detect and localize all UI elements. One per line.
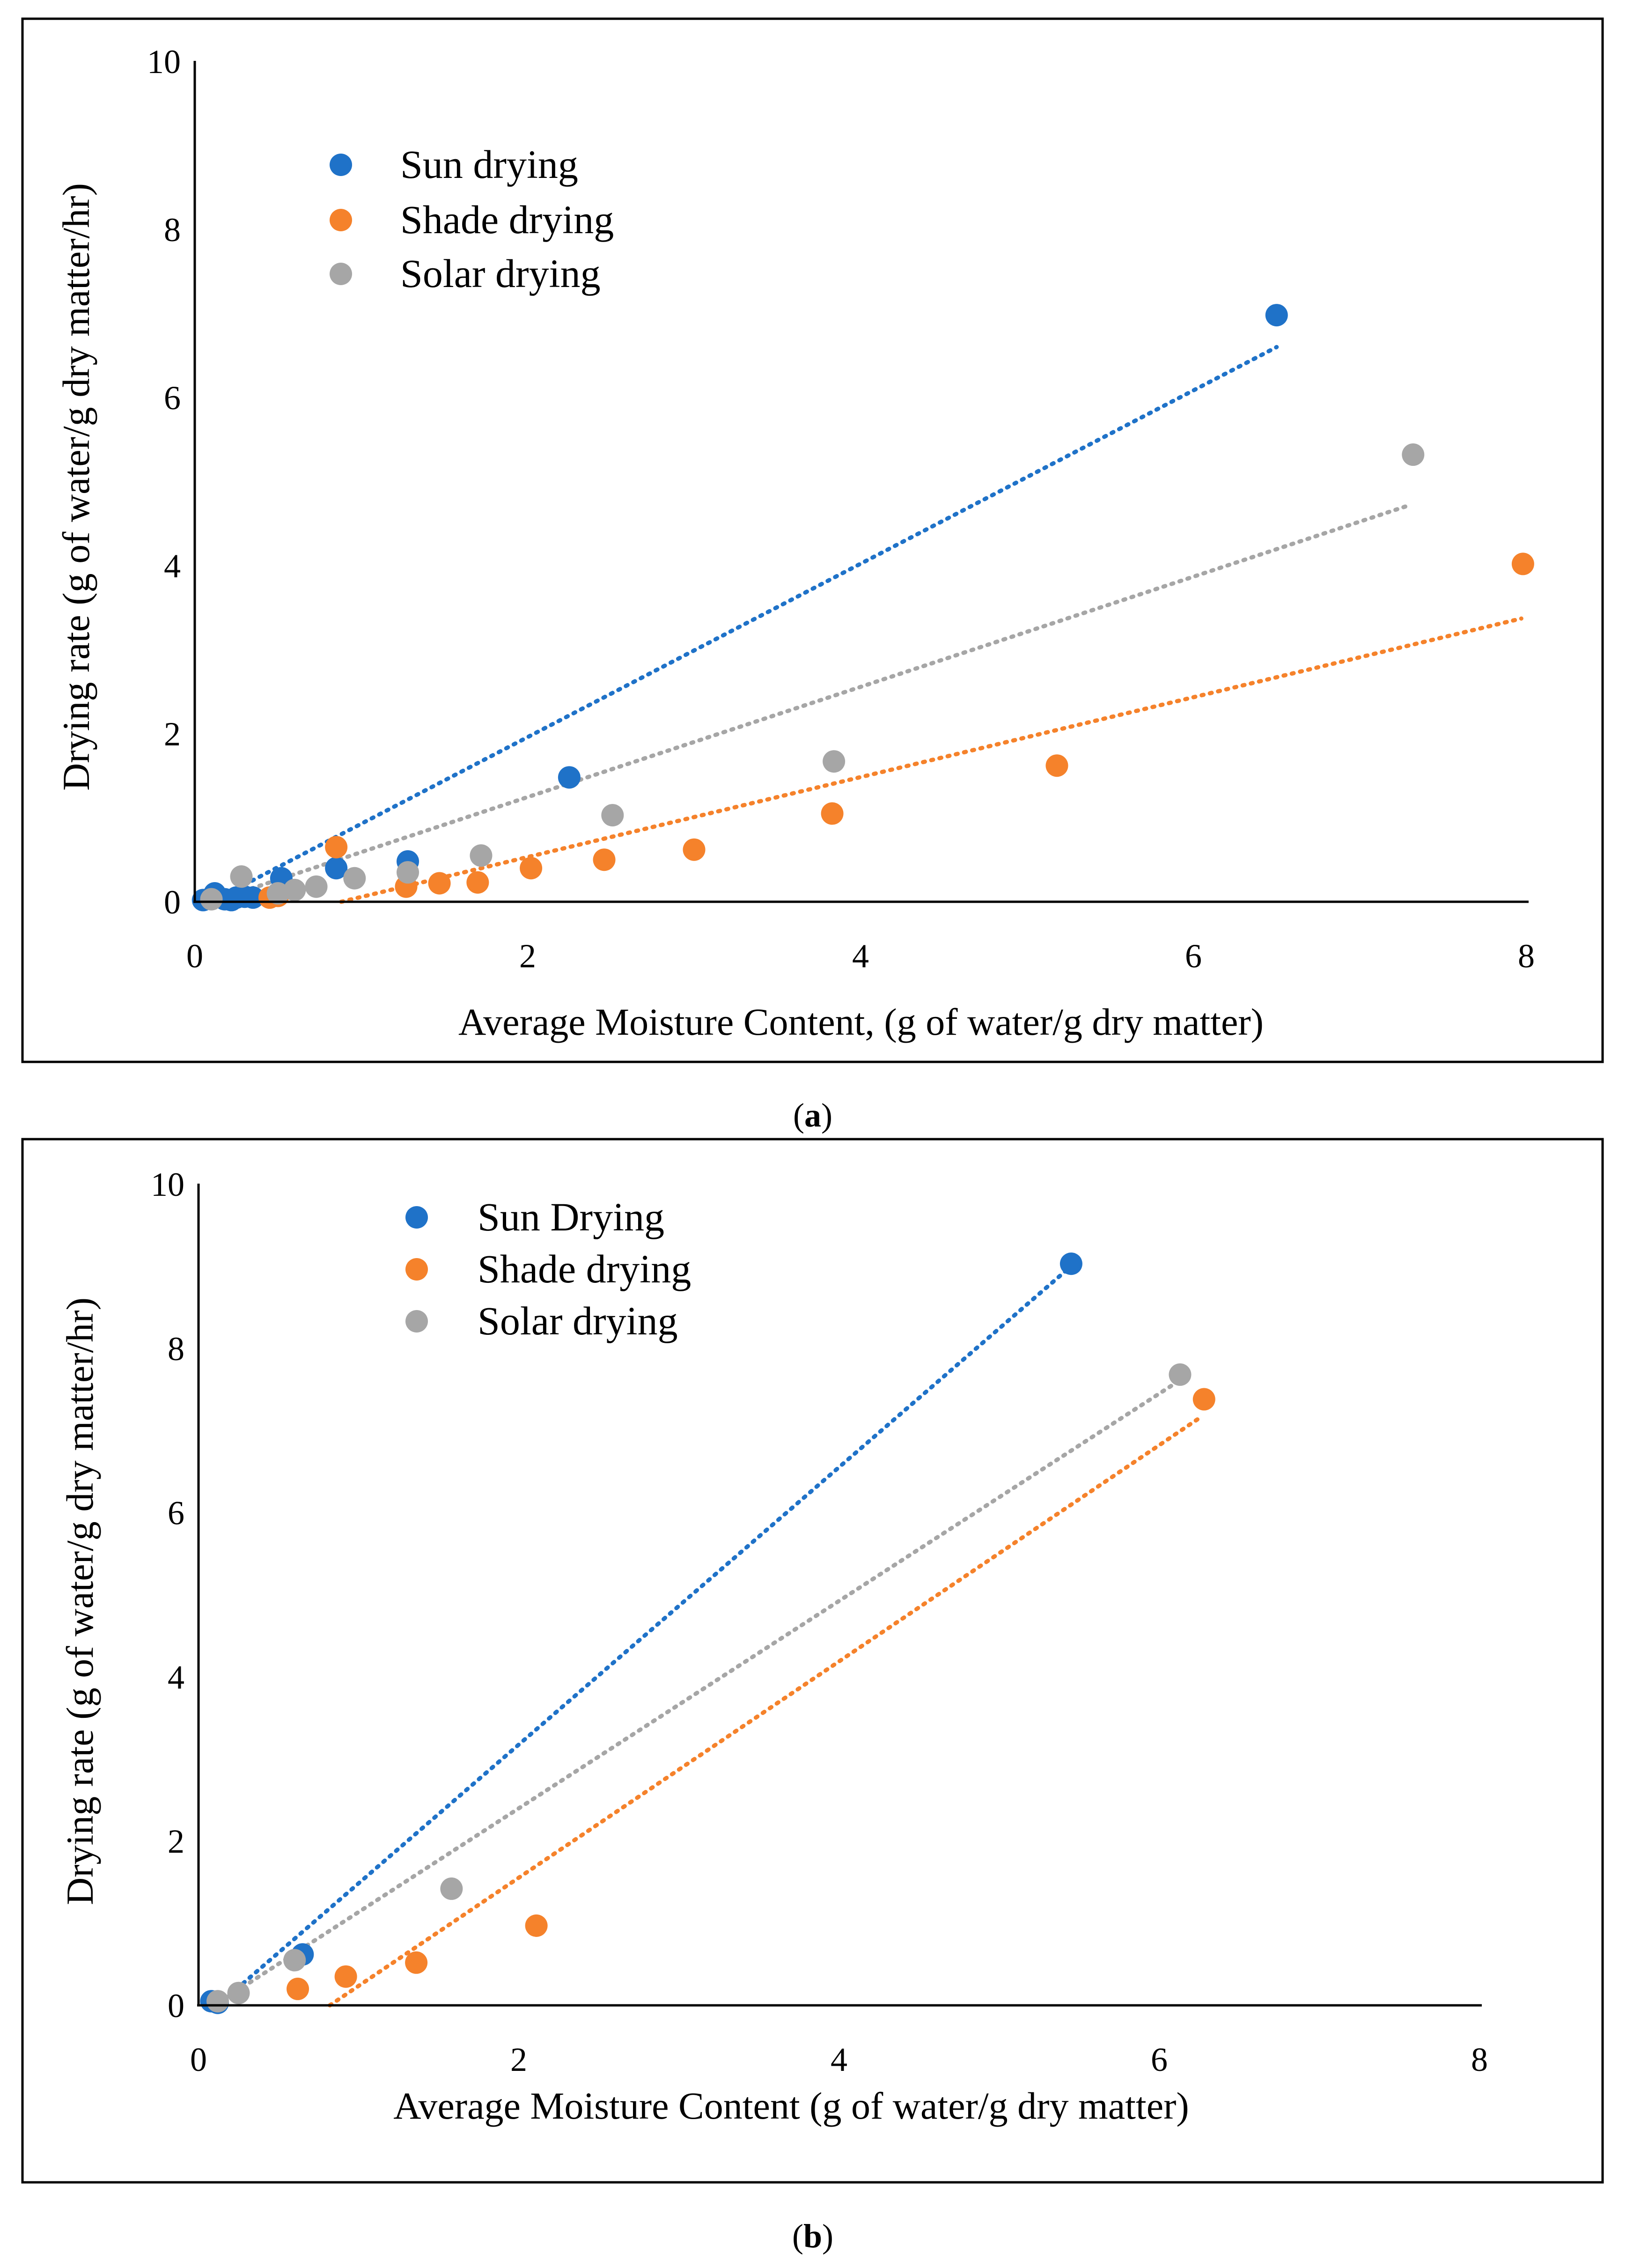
y-tick-label: 8 (168, 1330, 184, 1368)
trendline-shade-drying (339, 616, 1523, 904)
caption-b-letter: b (803, 2217, 822, 2255)
data-point-shade-drying (428, 872, 451, 895)
data-point-shade-drying (683, 838, 706, 861)
data-point-solar-drying (227, 1981, 250, 2004)
trendline-solar-drying (212, 1379, 1181, 2008)
panel-a-y-ticks: 0 2 4 6 8 10 (147, 43, 181, 921)
data-point-solar-drying (283, 878, 306, 901)
data-point-shade-drying (405, 1951, 428, 1974)
data-point-solar-drying (343, 867, 366, 890)
data-point-shade-drying (593, 848, 616, 871)
data-point-solar-drying (206, 1990, 229, 2013)
trendline-shade-drying (327, 1416, 1201, 2008)
y-tick-label: 4 (168, 1658, 184, 1696)
legend-label-shade-drying: Shade drying (400, 197, 614, 242)
legend-marker-sun-drying (405, 1206, 428, 1229)
data-point-shade-drying (821, 802, 844, 825)
data-point-solar-drying (266, 882, 289, 905)
legend-label-solar-drying: Solar drying (478, 1298, 678, 1343)
panel-a-x-axis-title: Average Moisture Content, (g of water/g … (458, 1001, 1264, 1043)
x-tick-label: 6 (1185, 937, 1202, 975)
y-tick-label: 8 (164, 211, 181, 249)
data-point-shade-drying (1045, 754, 1068, 777)
panel-b-x-ticks: 0 2 4 6 8 (190, 2041, 1488, 2078)
data-point-solar-drying (1169, 1363, 1192, 1386)
legend-marker-solar-drying (330, 263, 352, 285)
legend-marker-solar-drying (405, 1310, 428, 1333)
panel-b-frame (21, 1138, 1604, 2184)
legend-marker-shade-drying (405, 1258, 428, 1281)
legend-marker-shade-drying (330, 209, 352, 231)
data-point-sun-drying (1059, 1252, 1082, 1275)
y-tick-label: 2 (168, 1823, 184, 1860)
legend-label-sun-drying: Sun Drying (478, 1194, 664, 1239)
data-point-solar-drying (601, 804, 624, 827)
caption-a-letter: a (804, 1097, 821, 1134)
caption-a: (a) (793, 1097, 832, 1134)
x-tick-label: 8 (1471, 2041, 1488, 2078)
legend-label-solar-drying: Solar drying (400, 251, 601, 296)
panel-a-y-axis-title: Drying rate (g of water/g dry matter/hr) (55, 183, 97, 791)
data-point-shade-drying (1192, 1388, 1215, 1411)
data-point-shade-drying (466, 871, 489, 894)
y-tick-label: 10 (151, 1166, 184, 1203)
legend-marker-sun-drying (330, 154, 352, 176)
y-tick-label: 0 (168, 1987, 184, 2025)
data-point-shade-drying (287, 1977, 309, 2000)
data-point-solar-drying (200, 888, 223, 911)
panel-a-x-ticks: 0 2 4 6 8 (186, 937, 1535, 975)
x-tick-label: 4 (831, 2041, 847, 2078)
chart-panel-a: 0 2 4 6 8 10 0 2 4 6 8 Average Moisture Content, … (21, 17, 1604, 1063)
y-tick-label: 2 (164, 715, 181, 753)
data-point-shade-drying (325, 836, 348, 859)
data-point-solar-drying (470, 844, 493, 867)
legend-label-sun-drying: Sun drying (400, 142, 578, 187)
data-point-sun-drying (1265, 304, 1288, 327)
data-point-sun-drying (325, 857, 348, 880)
x-tick-label: 8 (1518, 937, 1535, 975)
y-tick-label: 0 (164, 884, 181, 921)
panel-b-y-ticks: 0 2 4 6 8 10 (151, 1166, 184, 2025)
chart-panel-b: 0 2 4 6 8 10 0 2 4 6 8 Average Moisture Content (… (21, 1138, 1604, 2184)
panel-b-legend: Sun Drying Shade drying Solar drying (405, 1194, 691, 1343)
data-point-shade-drying (1511, 552, 1534, 575)
x-tick-label: 6 (1151, 2041, 1168, 2078)
data-point-solar-drying (1402, 443, 1425, 466)
trendline-sun-drying (213, 345, 1279, 902)
y-tick-label: 6 (168, 1495, 184, 1532)
panel-b-y-axis-title: Drying rate (g of water/g dry matter/hr) (59, 1297, 101, 1905)
y-tick-label: 6 (164, 379, 181, 417)
x-tick-label: 2 (510, 2041, 527, 2078)
caption-b: (b) (792, 2217, 833, 2255)
data-point-solar-drying (397, 861, 419, 884)
data-point-shade-drying (334, 1965, 357, 1988)
y-tick-label: 4 (164, 547, 181, 585)
panel-a-points (191, 304, 1534, 912)
panel-a-legend: Sun drying Shade drying Solar drying (330, 142, 614, 296)
data-point-shade-drying (525, 1914, 548, 1937)
x-tick-label: 0 (190, 2041, 207, 2078)
data-point-sun-drying (558, 766, 581, 789)
x-tick-label: 0 (186, 937, 203, 975)
data-point-shade-drying (520, 857, 543, 880)
panel-b-points (200, 1252, 1215, 2014)
panel-b-trendlines (212, 1268, 1201, 2008)
panel-a-trendlines (209, 345, 1523, 904)
trendline-solar-drying (209, 503, 1412, 904)
data-point-sun-drying (242, 886, 265, 909)
x-tick-label: 2 (519, 937, 536, 975)
data-point-solar-drying (440, 1877, 463, 1900)
x-tick-label: 4 (852, 937, 869, 975)
data-point-solar-drying (823, 750, 846, 773)
data-point-solar-drying (305, 875, 328, 898)
trendline-sun-drying (215, 1268, 1069, 2008)
data-point-solar-drying (283, 1949, 306, 1972)
y-tick-label: 10 (147, 43, 181, 81)
data-point-solar-drying (230, 865, 253, 888)
panel-b-x-axis-title: Average Moisture Content (g of water/g d… (393, 2084, 1189, 2127)
legend-label-shade-drying: Shade drying (478, 1246, 691, 1291)
